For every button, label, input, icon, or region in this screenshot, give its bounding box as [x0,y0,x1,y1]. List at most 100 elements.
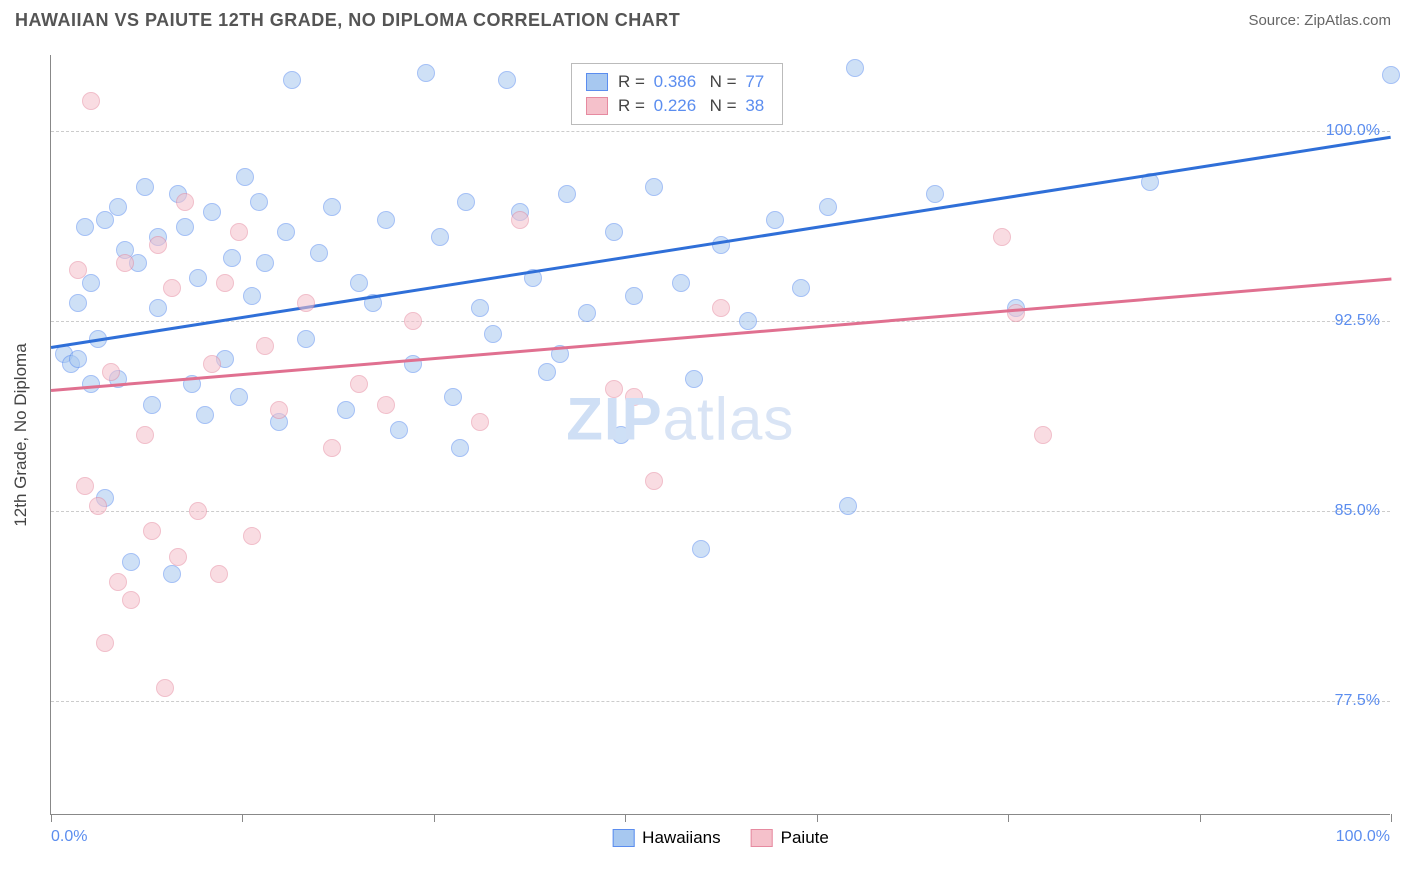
data-point [1007,304,1025,322]
data-point [578,304,596,322]
data-point [223,249,241,267]
data-point [739,312,757,330]
data-point [839,497,857,515]
gridline [51,701,1390,702]
data-point [116,254,134,272]
data-point [203,355,221,373]
x-tick [1391,814,1392,822]
series-legend-item: Hawaiians [612,828,720,848]
y-tick-label: 100.0% [1326,122,1380,140]
legend-swatch [586,73,608,91]
data-point [243,527,261,545]
data-point [819,198,837,216]
data-point [189,502,207,520]
data-point [685,370,703,388]
data-point [176,218,194,236]
data-point [69,261,87,279]
data-point [377,396,395,414]
data-point [692,540,710,558]
data-point [431,228,449,246]
x-tick [51,814,52,822]
data-point [612,426,630,444]
data-point [109,573,127,591]
data-point [230,223,248,241]
data-point [605,380,623,398]
data-point [143,522,161,540]
stats-legend-row: R = 0.226 N = 38 [586,94,768,118]
data-point [89,497,107,515]
data-point [149,236,167,254]
x-tick [242,814,243,822]
data-point [102,363,120,381]
data-point [323,439,341,457]
data-point [377,211,395,229]
data-point [136,178,154,196]
data-point [337,401,355,419]
data-point [236,168,254,186]
data-point [605,223,623,241]
data-point [846,59,864,77]
data-point [149,299,167,317]
y-tick-label: 85.0% [1335,502,1380,520]
data-point [712,299,730,317]
chart-header: HAWAIIAN VS PAIUTE 12TH GRADE, NO DIPLOM… [0,0,1406,36]
legend-swatch [612,829,634,847]
gridline [51,131,1390,132]
x-tick [1008,814,1009,822]
data-point [203,203,221,221]
data-point [672,274,690,292]
data-point [558,185,576,203]
chart-container: 12th Grade, No Diploma 77.5%85.0%92.5%10… [50,55,1390,815]
x-axis-min-label: 0.0% [51,828,87,846]
data-point [498,71,516,89]
data-point [69,350,87,368]
data-point [156,679,174,697]
data-point [766,211,784,229]
data-point [283,71,301,89]
data-point [457,193,475,211]
stats-legend: R = 0.386 N = 77R = 0.226 N = 38 [571,63,783,125]
data-point [390,421,408,439]
data-point [82,274,100,292]
stats-legend-row: R = 0.386 N = 77 [586,70,768,94]
data-point [189,269,207,287]
series-legend-label: Hawaiians [642,828,720,848]
data-point [256,254,274,272]
data-point [625,287,643,305]
data-point [163,279,181,297]
x-axis-max-label: 100.0% [1336,828,1390,846]
y-tick-label: 92.5% [1335,312,1380,330]
data-point [350,375,368,393]
data-point [511,211,529,229]
data-point [484,325,502,343]
data-point [169,548,187,566]
data-point [143,396,161,414]
data-point [270,401,288,419]
data-point [82,92,100,110]
data-point [444,388,462,406]
data-point [210,565,228,583]
y-axis-title: 12th Grade, No Diploma [11,343,31,526]
data-point [196,406,214,424]
data-point [122,553,140,571]
data-point [1034,426,1052,444]
data-point [451,439,469,457]
x-tick [434,814,435,822]
gridline [51,321,1390,322]
data-point [471,413,489,431]
data-point [538,363,556,381]
legend-swatch [751,829,773,847]
data-point [122,591,140,609]
data-point [109,198,127,216]
data-point [792,279,810,297]
x-tick [625,814,626,822]
data-point [216,274,234,292]
data-point [136,426,154,444]
data-point [297,330,315,348]
data-point [277,223,295,241]
data-point [645,178,663,196]
plot-area: 77.5%85.0%92.5%100.0% [51,55,1390,814]
data-point [250,193,268,211]
data-point [323,198,341,216]
data-point [1382,66,1400,84]
